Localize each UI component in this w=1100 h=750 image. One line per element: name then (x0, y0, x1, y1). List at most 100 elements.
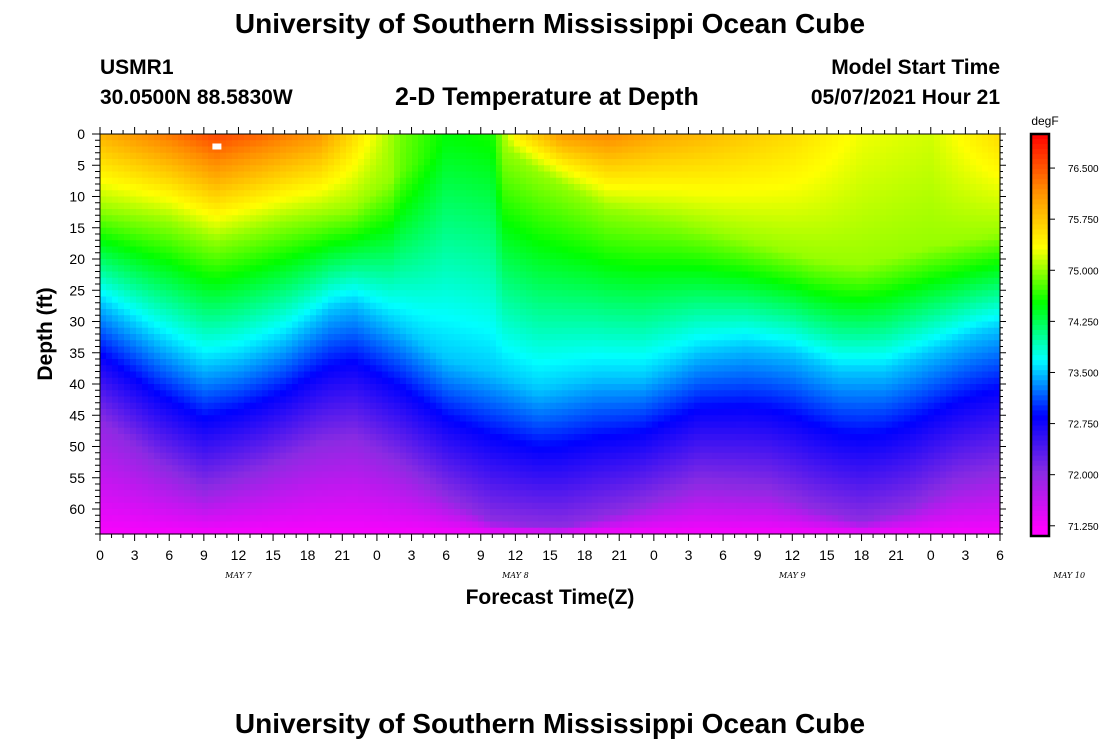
heatmap-cell (184, 215, 191, 223)
heatmap-cell (562, 321, 569, 329)
heatmap-cell (796, 221, 803, 229)
heatmap-cell (814, 190, 821, 198)
heatmap-cell (172, 315, 179, 323)
heatmap-cell (358, 290, 365, 298)
heatmap-cell (592, 196, 599, 204)
heatmap-cell (304, 177, 311, 185)
heatmap-cell (160, 196, 167, 204)
heatmap-cell (874, 134, 881, 141)
heatmap-cell (472, 240, 479, 248)
heatmap-cell (772, 146, 779, 154)
heatmap-cell (748, 196, 755, 204)
heatmap-cell (256, 221, 263, 229)
heatmap-cell (766, 190, 773, 198)
heatmap-cell (634, 246, 641, 254)
heatmap-cell (790, 159, 797, 166)
heatmap-cell (226, 221, 233, 229)
heatmap-cell (688, 271, 695, 279)
heatmap-cell (652, 215, 659, 223)
heatmap-cell (916, 184, 923, 191)
heatmap-cell (208, 146, 215, 154)
heatmap-cell (502, 252, 509, 260)
heatmap-cell (196, 315, 203, 323)
heatmap-cell (622, 209, 629, 216)
heatmap-cell (820, 202, 827, 210)
heatmap-cell (982, 196, 989, 204)
heatmap-cell (514, 165, 521, 173)
heatmap-cell (508, 146, 515, 154)
heatmap-cell (154, 327, 161, 335)
heatmap-cell (526, 296, 533, 304)
heatmap-cell (448, 327, 455, 335)
heatmap-cell (568, 277, 575, 285)
heatmap-cell (778, 165, 785, 173)
heatmap-cell (694, 196, 701, 204)
heatmap-cell (166, 240, 173, 248)
heatmap-cell (436, 234, 443, 241)
heatmap-cell (244, 190, 251, 198)
heatmap-cell (610, 202, 617, 210)
heatmap-cell (742, 190, 749, 198)
heatmap-cell (886, 252, 893, 260)
heatmap-cell (484, 165, 491, 173)
heatmap-cell (160, 284, 167, 291)
heatmap-cell (826, 296, 833, 304)
heatmap-cell (874, 202, 881, 210)
heatmap-cell (922, 184, 929, 191)
heatmap-cell (634, 234, 641, 241)
heatmap-cell (394, 259, 401, 266)
heatmap-cell (106, 309, 113, 316)
heatmap-cell (964, 240, 971, 248)
heatmap-cell (172, 240, 179, 248)
heatmap-cell (442, 202, 449, 210)
heatmap-cell (298, 159, 305, 166)
heatmap-cell (160, 340, 167, 348)
heatmap-cell (970, 221, 977, 229)
heatmap-cell (598, 246, 605, 254)
heatmap-cell (178, 327, 185, 335)
heatmap-cell (400, 196, 407, 204)
heatmap-cell (292, 334, 299, 341)
heatmap-cell (178, 290, 185, 298)
heatmap-cell (430, 140, 437, 148)
heatmap-cell (622, 315, 629, 323)
heatmap-cell (190, 309, 197, 316)
heatmap-cell (502, 215, 509, 223)
heatmap-cell (598, 146, 605, 154)
heatmap-cell (862, 290, 869, 298)
heatmap-cell (460, 134, 467, 141)
heatmap-cell (610, 209, 617, 216)
heatmap-cell (256, 302, 263, 310)
heatmap-cell (304, 171, 311, 179)
heatmap-cell (676, 296, 683, 304)
heatmap-cell (178, 202, 185, 210)
heatmap-cell (640, 315, 647, 323)
heatmap-cell (424, 140, 431, 148)
heatmap-cell (952, 271, 959, 279)
heatmap-cell (172, 134, 179, 141)
heatmap-cell (688, 327, 695, 335)
heatmap-cell (448, 277, 455, 285)
heatmap-cell (118, 246, 125, 254)
heatmap-cell (214, 309, 221, 316)
heatmap-cell (538, 321, 545, 329)
heatmap-cell (946, 146, 953, 154)
heatmap-cell (136, 327, 143, 335)
heatmap-cell (394, 159, 401, 166)
heatmap-cell (556, 234, 563, 241)
heatmap-cell (700, 190, 707, 198)
heatmap-cell (346, 321, 353, 329)
heatmap-cell (106, 334, 113, 341)
heatmap-cell (538, 234, 545, 241)
heatmap-cell (328, 315, 335, 323)
heatmap-cell (436, 309, 443, 316)
heatmap-cell (910, 327, 917, 335)
heatmap-cell (316, 209, 323, 216)
heatmap-cell (256, 202, 263, 210)
heatmap-cell (976, 209, 983, 216)
heatmap-cell (538, 240, 545, 248)
heatmap-cell (112, 290, 119, 298)
heatmap-cell (250, 215, 257, 223)
heatmap-cell (976, 171, 983, 179)
heatmap-cell (838, 171, 845, 179)
